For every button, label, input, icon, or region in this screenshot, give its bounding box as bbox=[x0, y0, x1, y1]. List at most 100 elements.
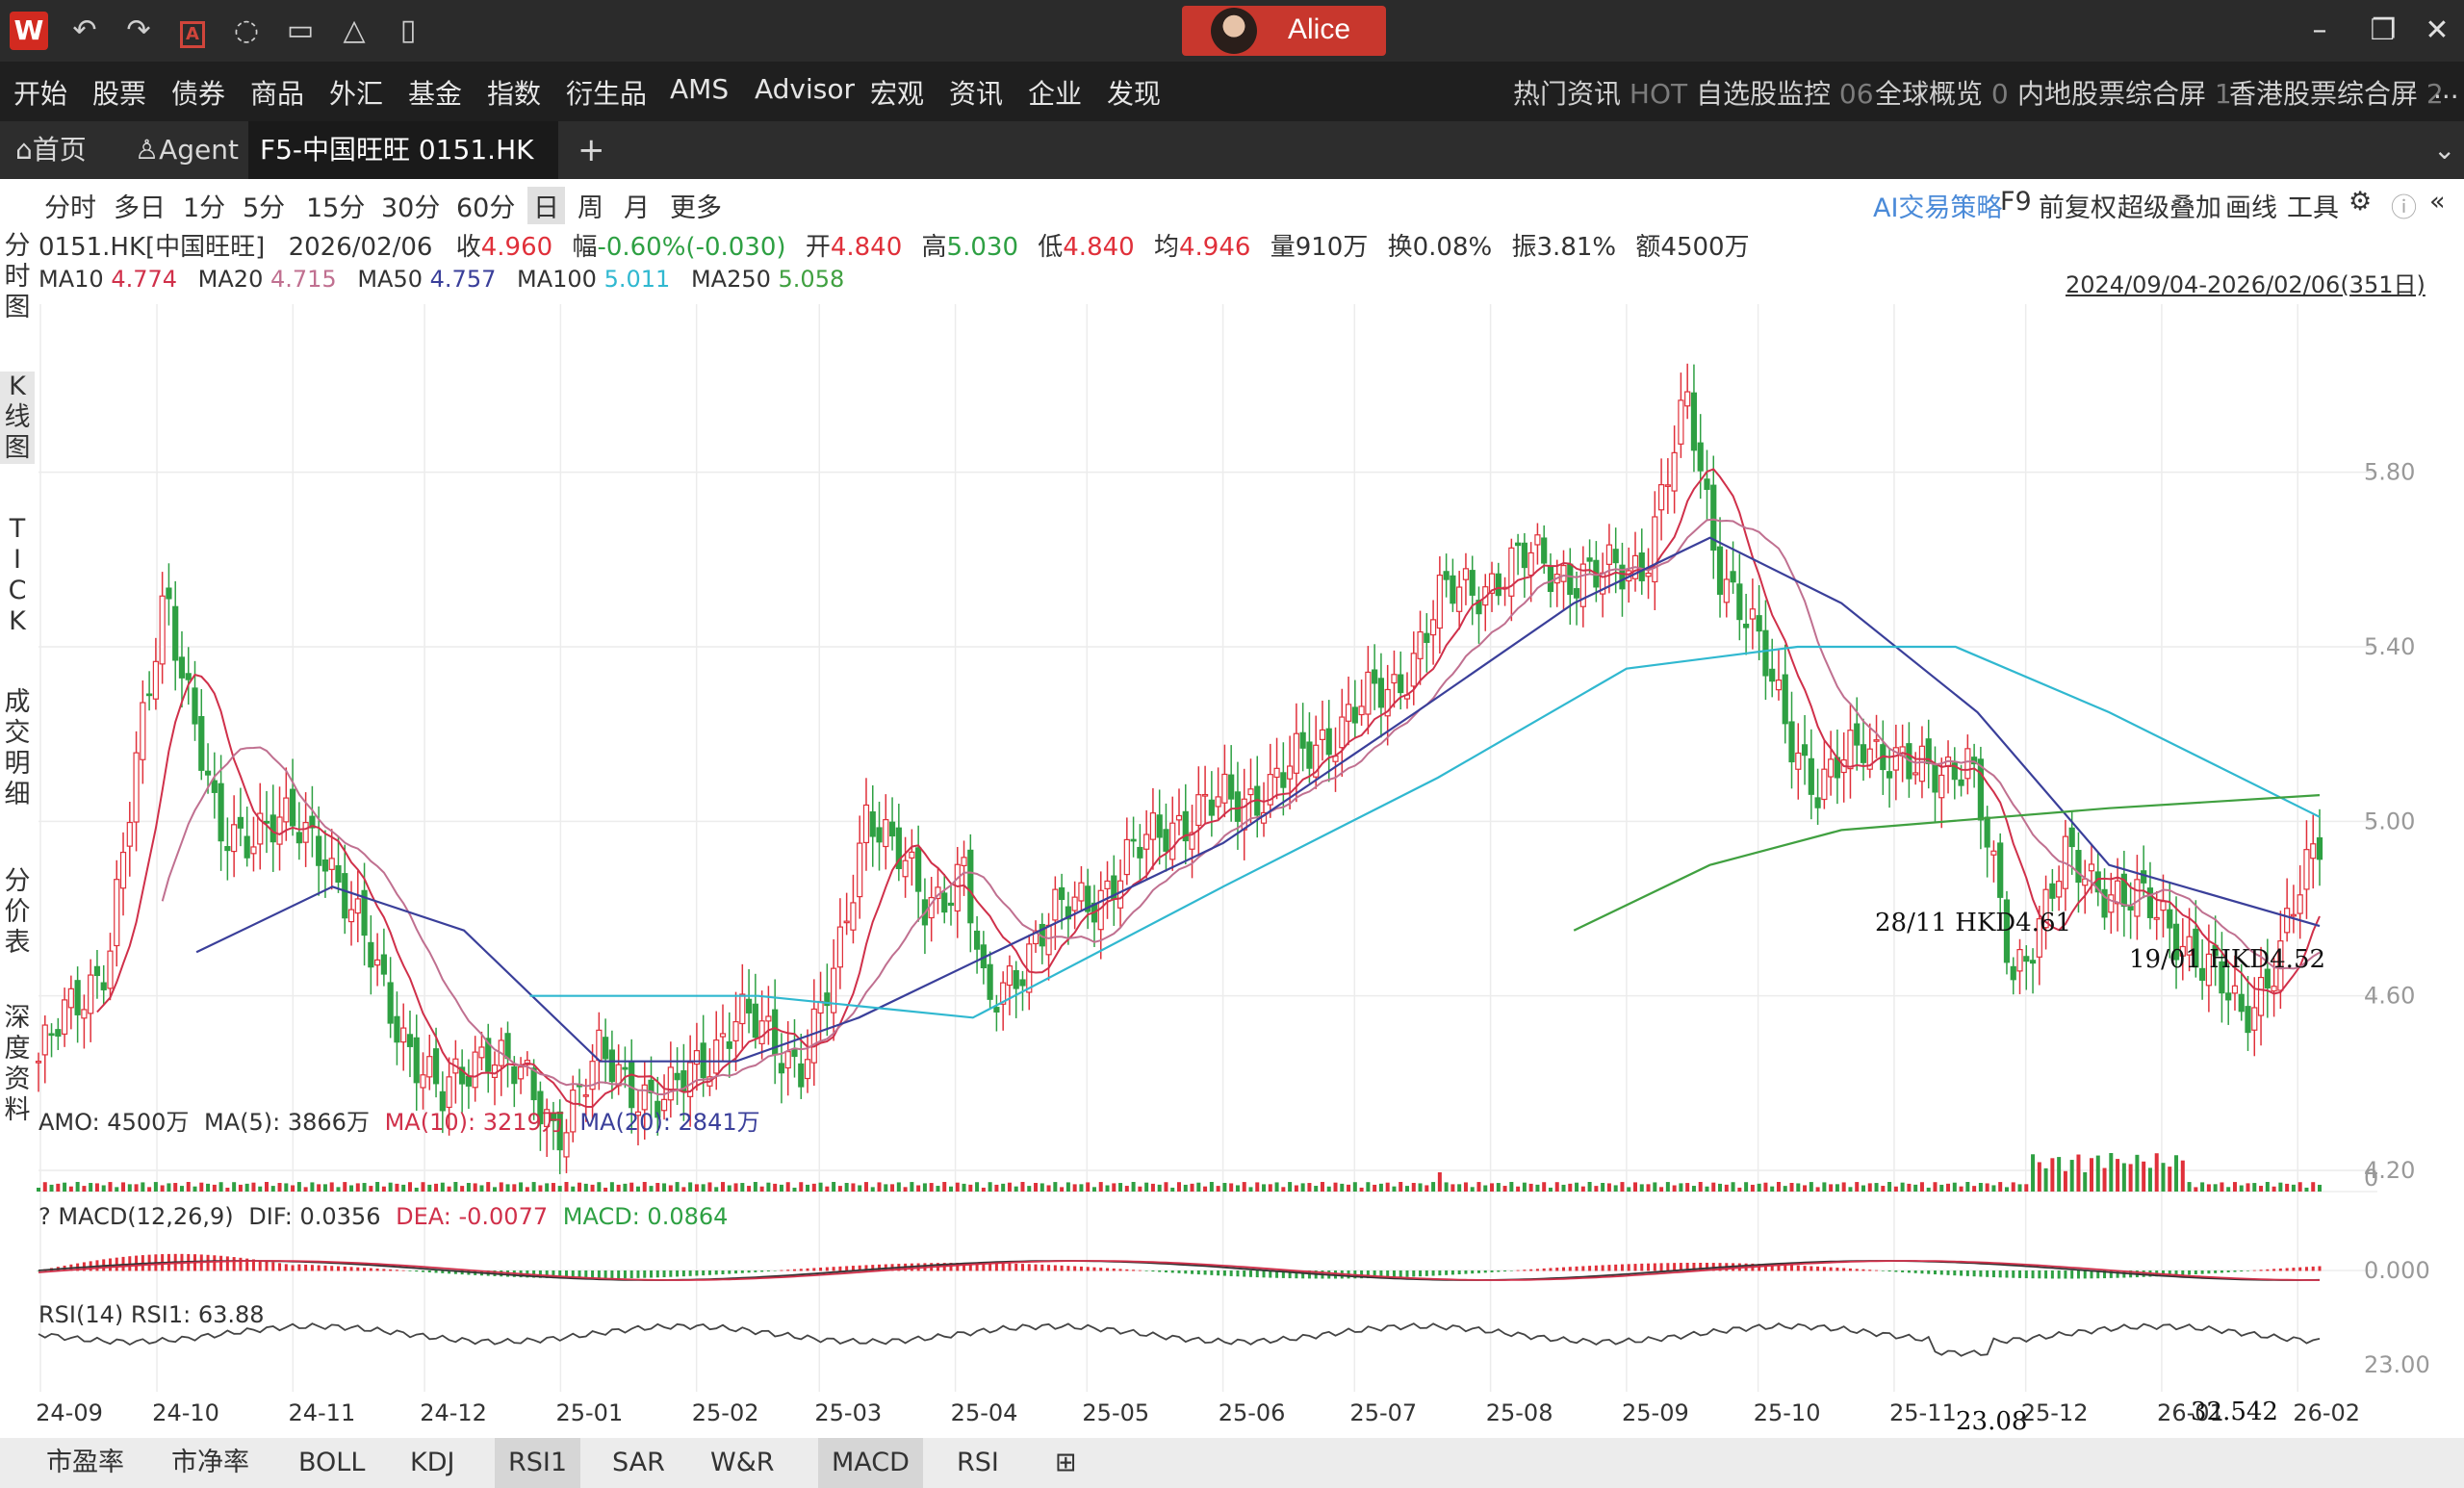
macd-bar bbox=[1601, 1265, 1604, 1271]
macd-bar bbox=[1503, 1270, 1507, 1272]
menu-item-advisor[interactable]: Advisor bbox=[755, 73, 856, 105]
menu-item-start[interactable]: 开始 bbox=[13, 78, 68, 110]
period-60min[interactable]: 60分 bbox=[456, 193, 516, 223]
volume-bar bbox=[1711, 1182, 1716, 1192]
help-icon[interactable]: ⓘ bbox=[2391, 193, 2417, 223]
menu-item-news[interactable]: 资讯 bbox=[949, 78, 1004, 110]
nav-tick[interactable]: TICK bbox=[8, 514, 27, 636]
volume-bar bbox=[1594, 1186, 1599, 1192]
x-tick-label: 25-10 bbox=[1754, 1399, 1821, 1426]
period-5min[interactable]: 5分 bbox=[243, 193, 286, 223]
volume-bar bbox=[1476, 1182, 1481, 1192]
more-menu-icon[interactable]: ... bbox=[2433, 73, 2459, 105]
draw-line-button[interactable]: 画线 bbox=[2225, 193, 2277, 223]
ai-strategy-button[interactable]: AI交易策略 bbox=[1873, 193, 2003, 223]
period-more[interactable]: 更多 bbox=[670, 193, 722, 223]
nav-trade-details[interactable]: 成交明细 bbox=[4, 687, 31, 809]
document-icon[interactable]: ▯ bbox=[399, 13, 417, 47]
tab-macd[interactable]: MACD bbox=[818, 1438, 923, 1488]
volume-bar bbox=[284, 1183, 289, 1192]
menu-item-discover[interactable]: 发现 bbox=[1107, 78, 1162, 110]
minimize-icon[interactable]: – bbox=[2312, 13, 2327, 47]
period-15min[interactable]: 15分 bbox=[306, 193, 366, 223]
chevron-down-icon[interactable]: ⌄ bbox=[2433, 134, 2456, 166]
menu-mainland-screen[interactable]: 内地股票综合屏 1 bbox=[2017, 78, 2232, 110]
volume-bar bbox=[1020, 1182, 1025, 1192]
restore-icon[interactable]: ❐ bbox=[2370, 13, 2397, 47]
tab-rsi1[interactable]: RSI1 bbox=[495, 1438, 581, 1488]
macd-bar bbox=[734, 1270, 738, 1274]
menu-item-bonds[interactable]: 债券 bbox=[171, 78, 226, 110]
tab-boll[interactable]: BOLL bbox=[298, 1448, 366, 1477]
candle-body bbox=[2141, 870, 2147, 884]
tab-sar[interactable]: SAR bbox=[612, 1448, 665, 1477]
period-intraday[interactable]: 分时 bbox=[44, 193, 96, 223]
period-week[interactable]: 周 bbox=[578, 193, 603, 223]
menu-item-macro[interactable]: 宏观 bbox=[870, 78, 925, 110]
bell-icon[interactable]: △ bbox=[343, 13, 366, 47]
forward-adjust-button[interactable]: 前复权 bbox=[2039, 193, 2117, 223]
macd-bar bbox=[1692, 1263, 1696, 1271]
kline-chart[interactable]: 24-09 24-10 24-11 24-12 25-01 25-02 25-03 25-04… bbox=[0, 227, 2464, 1438]
redo-icon[interactable]: ↷ bbox=[126, 13, 151, 47]
menu-global-overview[interactable]: 全球概览 0 bbox=[1875, 78, 2009, 110]
add-indicator-button[interactable]: ⊞ bbox=[1055, 1448, 1077, 1477]
menu-watchlist-monitor[interactable]: 自选股监控 06 bbox=[1696, 78, 1874, 110]
user-badge[interactable]: Alice bbox=[1182, 6, 1386, 56]
candle-body bbox=[745, 998, 753, 1013]
period-month[interactable]: 月 bbox=[624, 193, 650, 223]
nav-price-table[interactable]: 分价表 bbox=[4, 866, 31, 958]
menu-hk-screen[interactable]: 香港股票综合屏 2 bbox=[2229, 78, 2444, 110]
tab-rsi[interactable]: RSI bbox=[957, 1448, 999, 1477]
volume-bar bbox=[512, 1184, 517, 1192]
menu-item-index[interactable]: 指数 bbox=[487, 78, 542, 110]
candle-body bbox=[270, 814, 276, 843]
period-day[interactable]: 日 bbox=[527, 187, 565, 224]
collapse-icon[interactable]: « bbox=[2429, 187, 2446, 217]
monitor-icon[interactable]: ▭ bbox=[286, 13, 315, 47]
settings-icon[interactable]: ⚙ bbox=[2348, 187, 2373, 217]
menu-item-forex[interactable]: 外汇 bbox=[329, 78, 384, 110]
nav-kline-chart[interactable]: K线图 bbox=[0, 372, 35, 464]
undo-icon[interactable]: ↶ bbox=[72, 13, 97, 47]
tab-kdj[interactable]: KDJ bbox=[410, 1448, 455, 1477]
menu-hot-news[interactable]: 热门资讯 HOT bbox=[1513, 78, 1688, 110]
period-1min[interactable]: 1分 bbox=[183, 193, 226, 223]
macd-bar bbox=[812, 1268, 816, 1271]
tab-home[interactable]: ⌂首页 bbox=[15, 134, 87, 166]
menu-item-company[interactable]: 企业 bbox=[1028, 78, 1083, 110]
tab-pb[interactable]: 市净率 bbox=[171, 1448, 249, 1477]
app-logo-icon[interactable]: W bbox=[10, 12, 48, 50]
pdf-icon[interactable]: A bbox=[175, 13, 210, 48]
menu-item-funds[interactable]: 基金 bbox=[408, 78, 463, 110]
tab-stock-chart[interactable]: F5-中国旺旺 0151.HK bbox=[248, 121, 558, 179]
menu-item-ams[interactable]: AMS bbox=[670, 73, 730, 105]
menu-item-stocks[interactable]: 股票 bbox=[92, 78, 147, 110]
close-icon[interactable]: ✕ bbox=[2425, 13, 2450, 47]
nav-depth-data[interactable]: 深度资料 bbox=[4, 1003, 31, 1125]
period-30min[interactable]: 30分 bbox=[381, 193, 441, 223]
tools-button[interactable]: 工具 bbox=[2287, 193, 2339, 223]
volume-bar bbox=[1222, 1183, 1227, 1192]
date-range-selector[interactable]: 2024/09/04-2026/02/06(351日) bbox=[2066, 271, 2426, 298]
macd-bar bbox=[460, 1270, 464, 1275]
menu-item-derivatives[interactable]: 衍生品 bbox=[566, 78, 648, 110]
f9-button[interactable]: F9 bbox=[2000, 187, 2032, 217]
tab-wr[interactable]: W&R bbox=[710, 1448, 775, 1477]
macd-bar bbox=[1217, 1270, 1220, 1276]
volume-bar bbox=[212, 1184, 217, 1192]
add-tab-button[interactable]: + bbox=[578, 131, 605, 169]
candle-body bbox=[1476, 600, 1482, 615]
candle-body bbox=[2179, 945, 2186, 957]
candle-body bbox=[1267, 774, 1273, 806]
macd-bar bbox=[1457, 1270, 1461, 1275]
period-multi-day[interactable]: 多日 bbox=[114, 193, 166, 223]
tab-agent[interactable]: ♙Agent bbox=[135, 134, 239, 166]
chat-icon[interactable]: ◌ bbox=[233, 13, 260, 47]
tab-pe[interactable]: 市盈率 bbox=[46, 1448, 124, 1477]
candle-body bbox=[778, 1063, 785, 1074]
overlay-button[interactable]: 超级叠加 bbox=[2118, 193, 2221, 223]
nav-intraday-chart[interactable]: 分时图 bbox=[4, 231, 31, 322]
menu-item-commodities[interactable]: 商品 bbox=[250, 78, 305, 110]
volume-bar bbox=[1359, 1187, 1364, 1192]
